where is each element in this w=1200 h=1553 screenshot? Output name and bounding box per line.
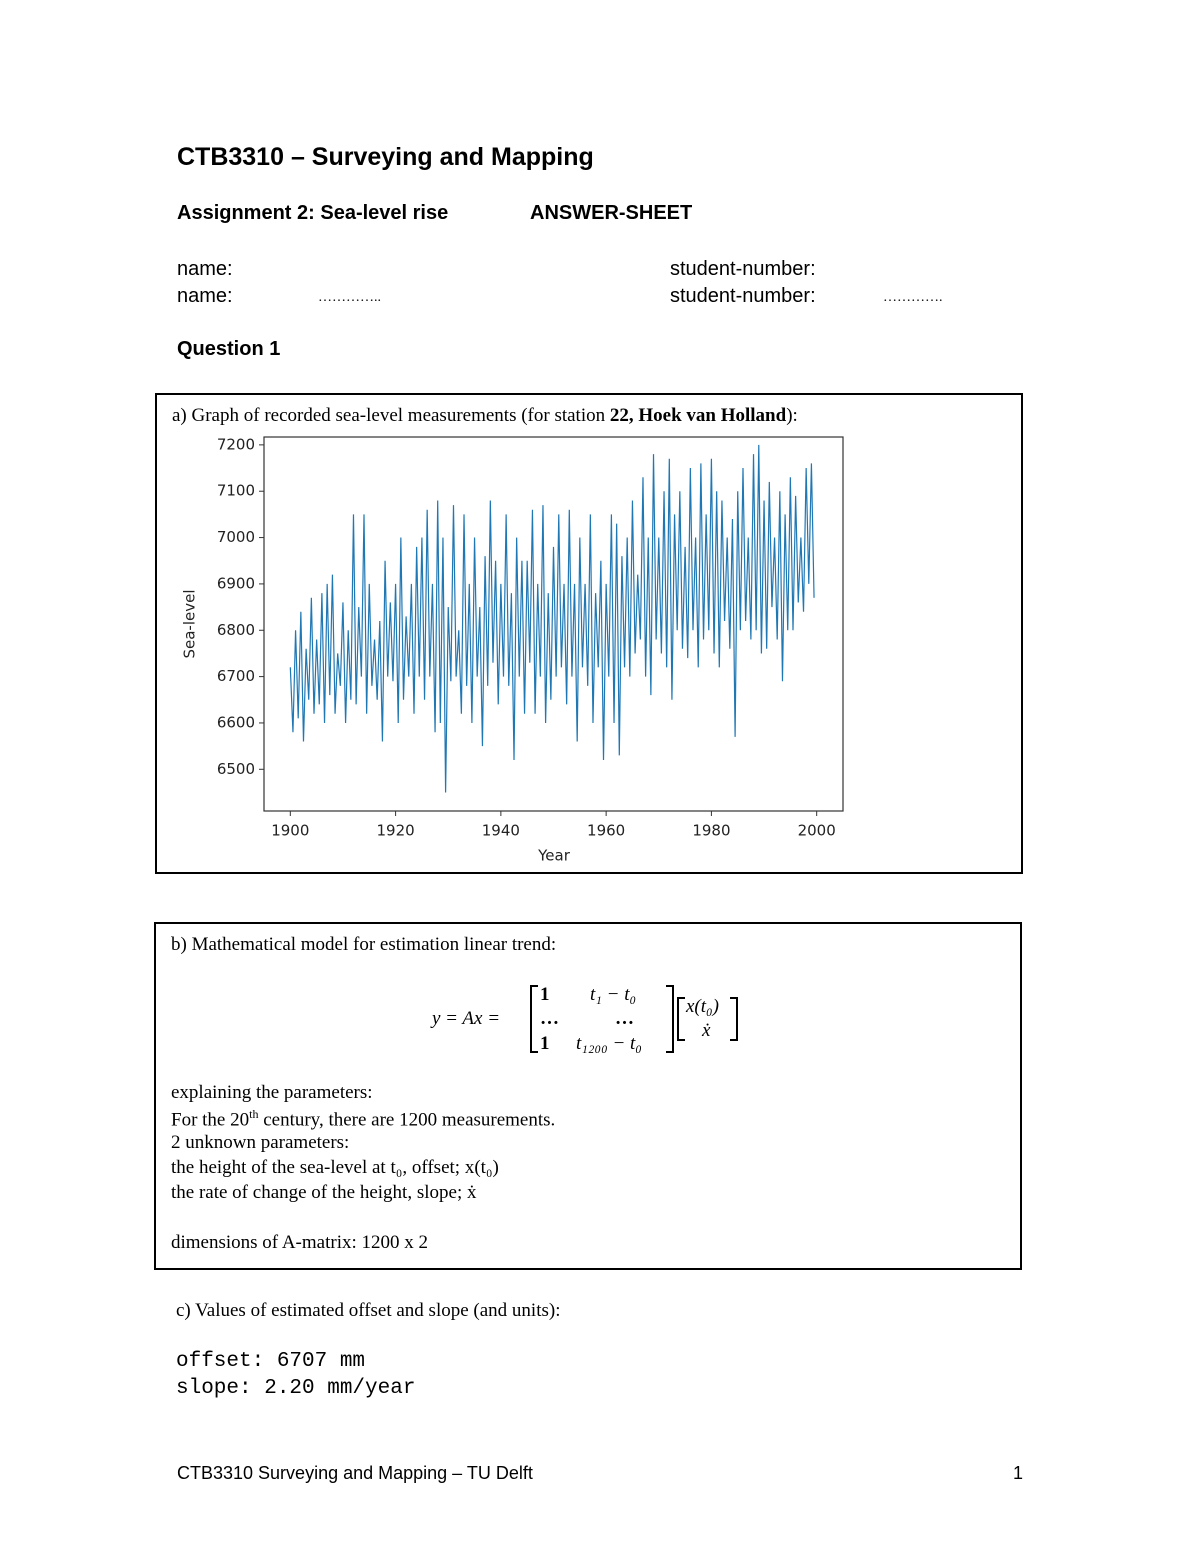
x-tick-label: 1980 (692, 822, 730, 840)
formula-lhs: y = Ax = (432, 1008, 501, 1029)
matrix-entry: … (540, 1008, 559, 1029)
y-tick-label: 6700 (217, 667, 255, 685)
century-line: For the 20th century, there are 1200 mea… (171, 1107, 555, 1131)
number-label: student-number: (670, 258, 816, 280)
bracket (677, 997, 685, 1041)
dimensions: dimensions of A-matrix: 1200 x 2 (171, 1232, 429, 1253)
name-label: name: (177, 258, 233, 280)
name-value: ………….. (318, 290, 381, 305)
matrix-entry: t₁ − t₀ (590, 984, 637, 1005)
x-tick-label: 1960 (587, 822, 625, 840)
slope-value: slope: 2.20 mm/year (176, 1377, 416, 1400)
y-axis-label: Sea-level (181, 589, 199, 658)
matrix-entry: 1 (540, 984, 550, 1005)
x-axis-label: Year (537, 847, 571, 865)
offset-value: offset: 6707 mm (176, 1350, 366, 1373)
matrix-entry: 1 (540, 1033, 550, 1054)
x-tick-label: 2000 (798, 822, 836, 840)
y-tick-label: 7100 (217, 482, 255, 500)
unknowns: 2 unknown parameters: (171, 1132, 350, 1153)
bracket (530, 985, 538, 1053)
y-tick-label: 6500 (217, 760, 255, 778)
x-tick-label: 1920 (376, 822, 414, 840)
number-value: …………. (883, 290, 943, 305)
doc-title: CTB3310 – Surveying and Mapping (177, 143, 594, 171)
number-label: student-number: (670, 285, 816, 307)
y-tick-label: 7000 (217, 528, 255, 546)
name-label: name: (177, 285, 233, 307)
bracket (666, 985, 674, 1053)
assignment: Assignment 2: Sea-level rise (177, 202, 449, 224)
text: For the 20 (171, 1109, 250, 1131)
x-tick-label: 1900 (271, 822, 309, 840)
y-tick-label: 7200 (217, 435, 255, 453)
question: Question 1 (177, 338, 281, 360)
y-tick-label: 6900 (217, 574, 255, 592)
caption-station: 22, Hoek van Holland (609, 405, 787, 426)
text: century, there are 1200 measurements. (258, 1109, 556, 1131)
offset-line: the height of the sea-level at t₀, offse… (171, 1157, 499, 1178)
superscript: th (249, 1107, 259, 1121)
page-number: 1 (1013, 1463, 1024, 1483)
slope-line: the rate of change of the height, slope;… (171, 1182, 477, 1203)
caption-text: a) Graph of recorded sea-level measureme… (172, 405, 610, 426)
bracket (730, 997, 738, 1041)
chart: Sea-level Year 6500 6600 6700 6800 6900 7000 7… (181, 435, 844, 865)
explain: explaining the parameters: (171, 1082, 373, 1103)
footer-text: CTB3310 Surveying and Mapping – TU Delft (177, 1463, 533, 1483)
matrix-entry: … (615, 1008, 634, 1029)
part-a-caption: a) Graph of recorded sea-level measureme… (172, 405, 798, 427)
caption-text: ): (786, 405, 798, 426)
part-b-box (154, 922, 1022, 1270)
matrix-entry: t₁₂₀₀ − t₀ (576, 1033, 642, 1054)
vector-entry: x(t₀) (686, 996, 719, 1017)
plot-frame (263, 436, 844, 812)
y-tick-label: 6600 (217, 713, 255, 731)
part-c-heading: c) Values of estimated offset and slope … (176, 1300, 561, 1321)
part-a-box (155, 393, 1023, 874)
vector-entry: ẋ (702, 1020, 711, 1041)
x-tick-label: 1940 (482, 822, 520, 840)
part-b-heading: b) Mathematical model for estimation lin… (171, 934, 557, 955)
sheet-label: ANSWER-SHEET (530, 202, 693, 224)
y-tick-label: 6800 (217, 621, 255, 639)
data-line (289, 444, 815, 793)
